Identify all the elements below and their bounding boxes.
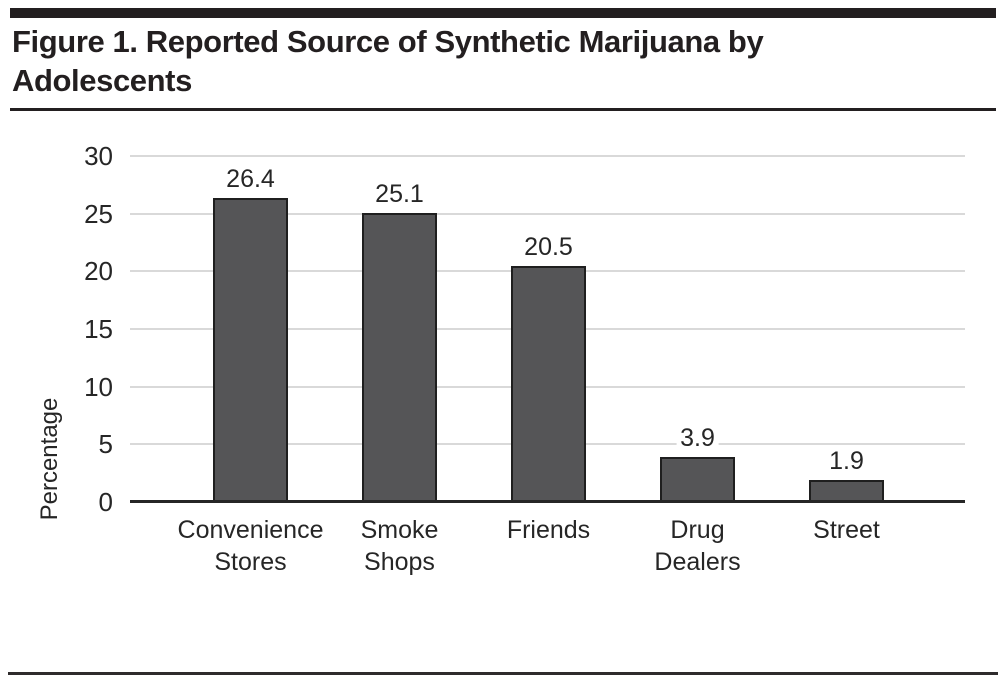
figure-title-line-2: Adolescents — [12, 63, 192, 98]
bar-smoke-shops — [362, 212, 437, 502]
x-category-label-street: Street — [813, 516, 880, 544]
y-tick-label-25: 25 — [84, 198, 113, 229]
gridline-30 — [130, 155, 965, 157]
x-category-label-friends: Friends — [506, 516, 591, 544]
y-axis-title: Percentage — [36, 397, 63, 521]
bar-convenience-stores — [213, 197, 288, 502]
y-tick-label-15: 15 — [84, 314, 113, 344]
bar-friends — [511, 265, 586, 502]
bottom-divider-rule — [8, 672, 998, 675]
bar-drug-dealers — [660, 457, 735, 502]
y-tick-label-5: 5 — [98, 429, 113, 460]
bar-street — [809, 480, 884, 502]
value-label-1.9: 1.9 — [825, 447, 868, 476]
figure-title-line-1: Figure 1. Reported Source of Synthetic M… — [12, 24, 764, 59]
y-tick-label-20: 20 — [84, 256, 113, 287]
value-label-25.1: 25.1 — [371, 179, 428, 208]
bar-chart: 0 5 10 15 20 25 30 26.4 Convenience Stores 25.1 Sm… — [0, 130, 1006, 660]
y-tick-label-0: 0 — [98, 487, 113, 517]
x-category-label-smoke-shops: Smoke Shops — [360, 516, 439, 576]
y-tick-label-10: 10 — [84, 371, 113, 402]
x-axis-line — [130, 500, 965, 503]
gridline-25 — [130, 212, 965, 215]
title-divider-rule — [10, 108, 996, 111]
value-label-20.5: 20.5 — [520, 232, 577, 261]
x-category-label-convenience-stores: Convenience Stores — [177, 516, 324, 576]
x-category-label-drug-dealers: Drug Dealers — [654, 516, 741, 576]
value-label-26.4: 26.4 — [222, 164, 279, 193]
header-top-bar — [10, 8, 996, 18]
figure-title: Figure 1. Reported Source of Synthetic M… — [12, 22, 912, 100]
y-tick-label-30: 30 — [84, 141, 113, 171]
value-label-3.9: 3.9 — [676, 424, 719, 453]
